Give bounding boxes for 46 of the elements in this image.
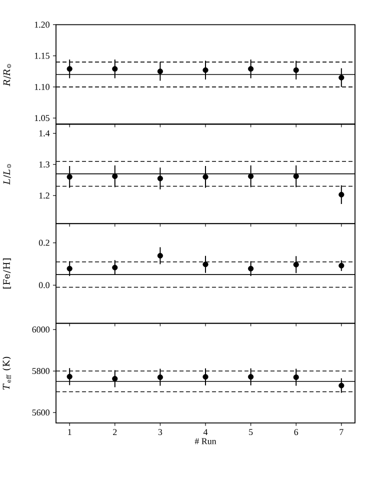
point: [112, 66, 118, 72]
point: [248, 66, 254, 72]
point: [157, 252, 163, 258]
y-tick-label: 0.0: [38, 282, 50, 288]
y-tick-label: 1.3: [39, 161, 50, 168]
point: [248, 266, 254, 272]
x-tick-label: 2: [113, 429, 117, 436]
point: [202, 67, 208, 73]
y-axis-title: [Fe/H]: [2, 258, 11, 289]
point: [66, 374, 72, 380]
y-tick-label: 1.05: [34, 115, 50, 122]
point: [157, 68, 163, 74]
point: [157, 374, 163, 380]
point: [248, 374, 254, 380]
point: [157, 176, 163, 182]
point: [338, 382, 344, 388]
point: [112, 264, 118, 270]
point: [202, 262, 208, 268]
y-axis-title: T$_{eff}$ (K): [2, 356, 11, 390]
y-tick-label: 1.15: [34, 52, 50, 59]
point: [202, 174, 208, 180]
y-tick-label: 0.2: [38, 240, 50, 246]
point: [66, 66, 72, 72]
point: [293, 262, 299, 268]
y-tick-label: 1.10: [34, 84, 50, 90]
x-tick-label: 6: [294, 429, 298, 436]
point: [293, 374, 299, 380]
point: [338, 74, 344, 80]
y-tick-label: 1.2: [39, 192, 50, 199]
point: [66, 266, 72, 272]
x-tick-label: 5: [249, 429, 253, 436]
x-axis-title: # Run: [194, 438, 216, 444]
x-tick-label: 3: [158, 429, 162, 436]
point: [338, 192, 344, 198]
y-tick-label: 1.20: [34, 22, 50, 28]
y-tick-label: 1.4: [39, 130, 50, 136]
x-tick-label: 1: [68, 429, 72, 436]
x-tick-label: 7: [340, 429, 344, 435]
point: [293, 67, 299, 73]
y-tick-label: 5800: [32, 368, 50, 374]
point: [202, 374, 208, 380]
point: [338, 262, 344, 268]
x-tick-label: 4: [203, 429, 208, 435]
point: [66, 174, 72, 180]
y-tick-label: 5600: [32, 409, 50, 416]
y-tick-label: 6000: [32, 326, 50, 333]
